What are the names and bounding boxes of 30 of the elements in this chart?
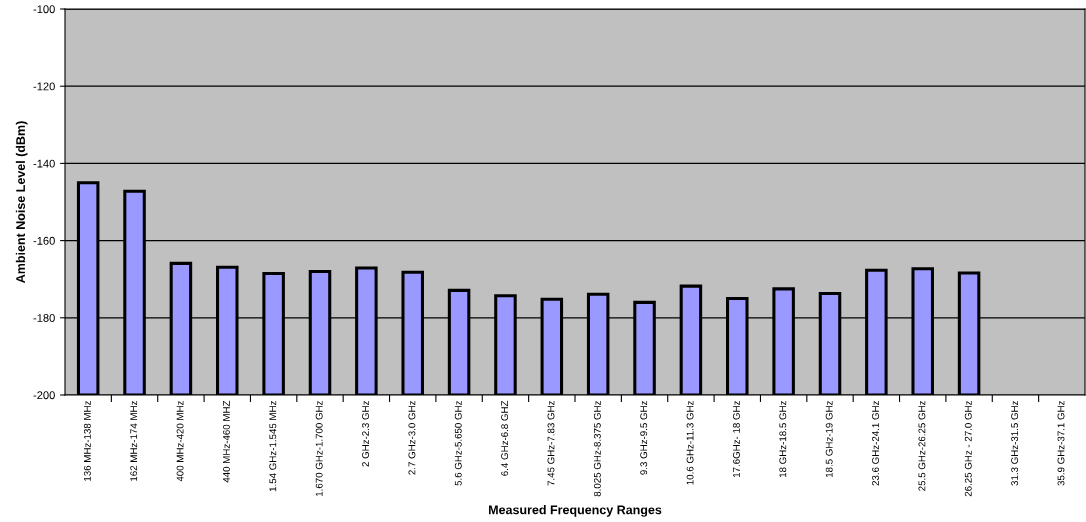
x-tick-label: 23.6 GHz-24.1 GHz xyxy=(872,401,879,486)
y-tick-label: -120 xyxy=(33,82,55,91)
x-tick-label: 1.54 GHz-1.545 MHz xyxy=(269,401,277,492)
y-tick-label: -140 xyxy=(33,159,55,168)
x-tick-label: 7.45 GHz-7.83 GHz xyxy=(547,401,555,486)
x-tick-label: 25.5 GHz-26.25 GHz xyxy=(918,401,926,491)
x-tick-label: 10.6 GHz-11.3 GHz xyxy=(686,401,694,485)
x-tick-label: 400 MHz-420 MHz xyxy=(176,401,184,482)
x-tick-label: 1.670 GHz-1.700 GHz xyxy=(315,401,323,496)
x-tick-label: 31.3 GHz-31.5 GHz xyxy=(1011,401,1019,486)
x-tick-label: 6.4 GHz-6.8 GHZ xyxy=(501,400,509,476)
x-tick-label: 26.25 GHz - 27.0 GHz xyxy=(964,401,972,497)
y-tick-label: -200 xyxy=(33,391,55,400)
x-tick-label: 17.6GHz- 18 GHz xyxy=(733,401,740,478)
x-tick-label: 2 GHz-2.3 GHz xyxy=(362,401,369,467)
x-tick-label: 35.9 GHz-37.1 GHz xyxy=(1057,401,1065,486)
x-tick-label: 440 MHz-460 MHZ xyxy=(223,400,230,483)
x-tick-label: 2.7 GHz-3.0 GHz xyxy=(408,401,416,475)
x-tick-label: 18.5 GHz-19 GHz xyxy=(825,401,833,478)
x-tick-label: 9.3 GHz-9.5 GHz xyxy=(640,401,648,475)
y-tick-label: -100 xyxy=(33,5,55,14)
x-axis-title: Measured Frequency Ranges xyxy=(489,505,662,517)
x-tick-label: 8.025 GHz-8.375 GHz xyxy=(593,401,601,497)
x-tick-label: 5.6 GHz-5.650 GHz xyxy=(454,401,462,486)
x-tick-label: 162 MHz-174 MHz xyxy=(130,401,138,481)
y-tick-label: -180 xyxy=(33,314,55,322)
y-tick-label: -160 xyxy=(33,236,55,245)
y-axis-title: Ambient Noise Level (dBm) xyxy=(15,121,28,283)
x-tick-label: 18 GHz-18.5 GHz xyxy=(779,401,787,478)
x-tick-label: 136 MHz-138 MHz xyxy=(83,401,91,481)
